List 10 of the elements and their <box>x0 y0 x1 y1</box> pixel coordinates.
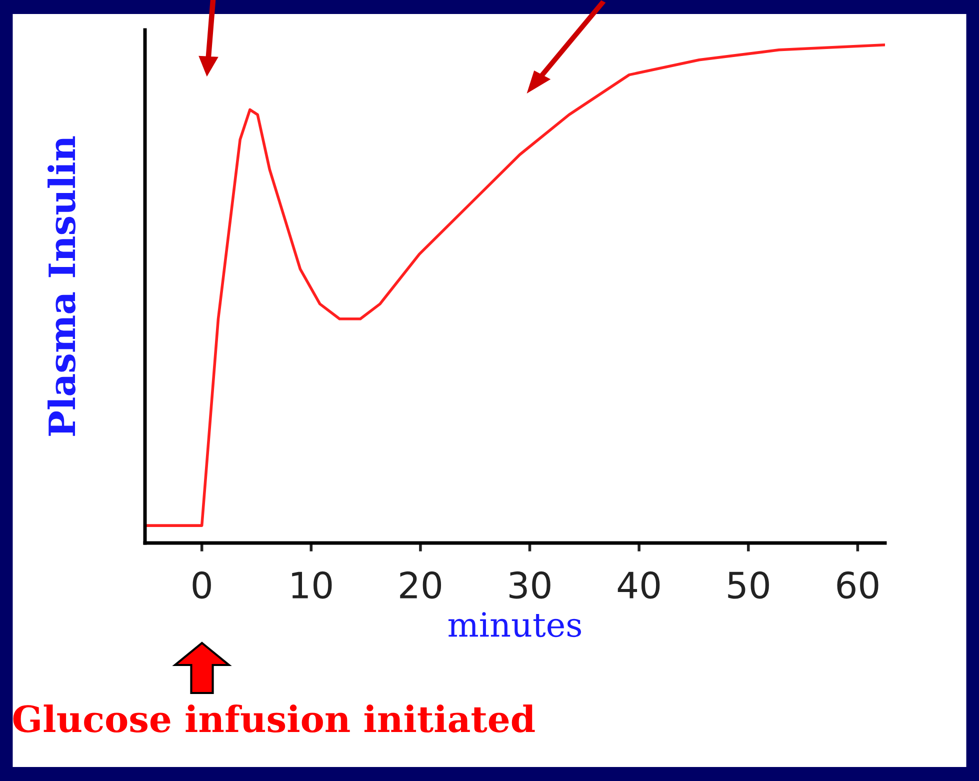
x-tick-label: 0 <box>192 571 211 599</box>
text: Glucose infusion initiated <box>13 704 535 732</box>
x-tick-label: 40 <box>618 571 660 599</box>
y-axis-title: Plasma Insulin <box>48 136 76 436</box>
x-tick-label: 30 <box>510 571 550 599</box>
x-tick-label: 60 <box>837 571 878 599</box>
x-tick-label: 50 <box>728 571 769 599</box>
x-axis-title: minutes <box>448 612 582 638</box>
x-tick-label: 10 <box>292 571 332 599</box>
x-tick-label: 20 <box>400 571 442 599</box>
